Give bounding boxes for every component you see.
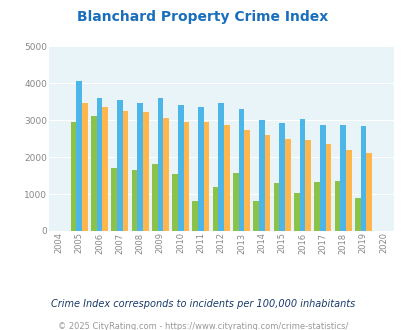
Bar <box>143 112 148 231</box>
Bar <box>76 81 82 231</box>
Bar <box>232 173 238 231</box>
Bar <box>163 118 168 231</box>
Bar <box>157 98 163 231</box>
Bar <box>334 181 339 231</box>
Bar <box>258 120 264 231</box>
Bar <box>91 116 96 231</box>
Bar <box>177 105 183 231</box>
Bar <box>224 124 229 231</box>
Bar <box>284 139 290 231</box>
Bar <box>253 201 258 231</box>
Bar <box>137 104 143 231</box>
Bar <box>305 141 310 231</box>
Bar <box>299 119 305 231</box>
Bar <box>117 100 122 231</box>
Bar <box>96 98 102 231</box>
Bar <box>172 174 177 231</box>
Bar <box>345 150 351 231</box>
Bar <box>183 122 189 231</box>
Bar <box>238 109 244 231</box>
Bar <box>218 104 224 231</box>
Bar <box>319 124 325 231</box>
Bar <box>131 170 137 231</box>
Bar <box>203 122 209 231</box>
Bar <box>279 123 284 231</box>
Bar <box>198 107 203 231</box>
Bar <box>151 164 157 231</box>
Bar <box>264 135 270 231</box>
Bar <box>82 104 87 231</box>
Bar <box>325 144 330 231</box>
Bar <box>212 187 218 231</box>
Text: Crime Index corresponds to incidents per 100,000 inhabitants: Crime Index corresponds to incidents per… <box>51 299 354 309</box>
Text: Blanchard Property Crime Index: Blanchard Property Crime Index <box>77 10 328 24</box>
Bar <box>313 182 319 231</box>
Bar <box>293 193 299 231</box>
Bar <box>122 111 128 231</box>
Bar <box>70 122 76 231</box>
Bar <box>102 107 108 231</box>
Text: © 2025 CityRating.com - https://www.cityrating.com/crime-statistics/: © 2025 CityRating.com - https://www.city… <box>58 322 347 330</box>
Bar <box>354 198 360 231</box>
Bar <box>111 168 117 231</box>
Bar <box>273 183 279 231</box>
Bar <box>365 153 371 231</box>
Bar <box>244 130 249 231</box>
Bar <box>360 126 365 231</box>
Bar <box>192 201 198 231</box>
Bar <box>339 124 345 231</box>
